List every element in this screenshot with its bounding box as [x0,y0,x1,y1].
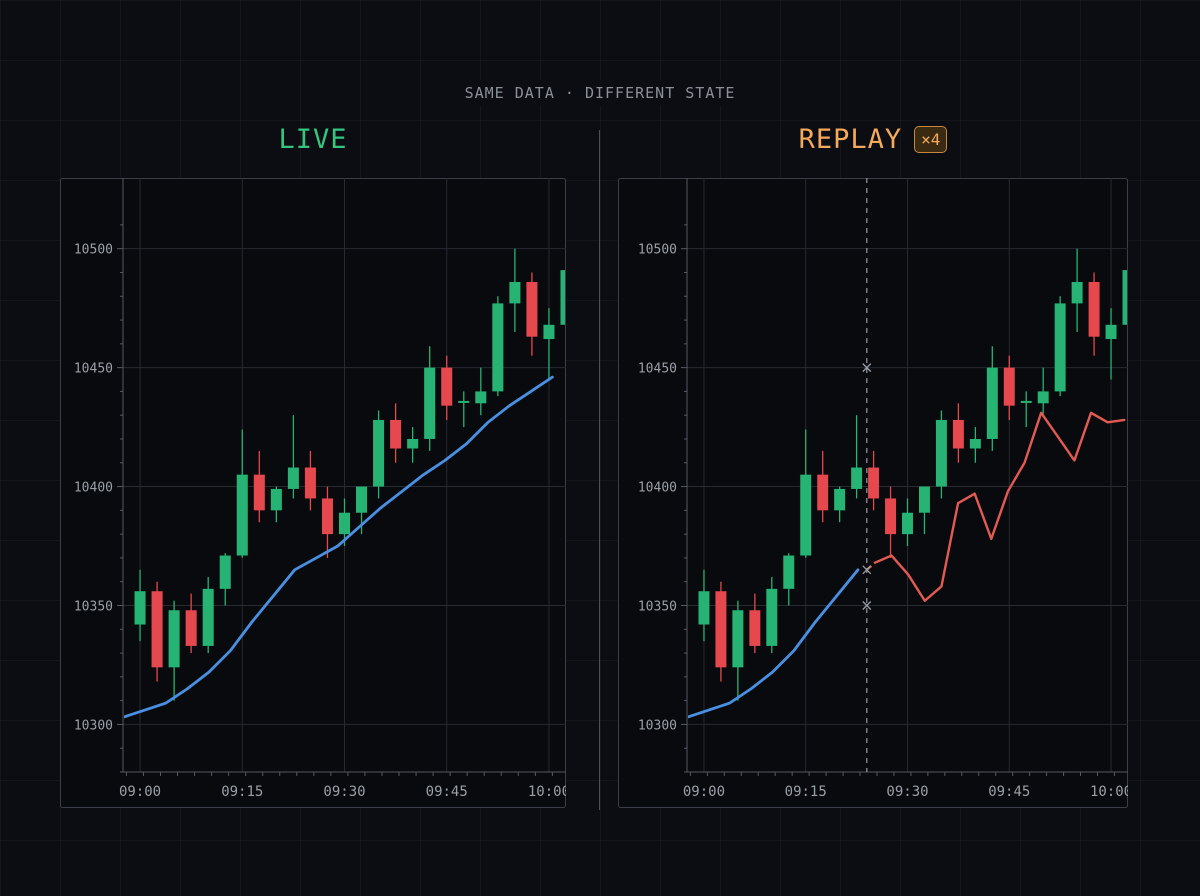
live-title-text: LIVE [278,124,348,155]
candle-up [1105,324,1117,340]
candle-down [253,474,265,511]
candle-up [424,367,436,439]
candle-up [270,488,282,511]
candle-up [902,512,913,535]
candle-up [783,555,795,589]
candle-up [202,588,214,646]
candle-down [390,419,402,449]
candle-down [952,419,964,449]
live-chart[interactable]: 10300 10350 10400 10450 10500 09:00 09:15 09:30… [60,178,566,808]
x-tick-label: 09:00 [119,784,161,800]
candle-down [526,281,538,337]
candle-up [986,367,998,439]
candle-up [918,486,930,513]
candle-up [732,610,744,668]
x-tick-label: 09:45 [426,784,468,800]
y-tick-label: 10500 [638,243,677,258]
x-tick-label: 09:15 [785,784,827,800]
candle-up [935,419,947,487]
candle-up [1054,303,1066,392]
y-tick-label: 10450 [74,362,113,377]
x-tick-label: 09:00 [683,784,725,800]
candle-down [304,467,316,499]
y-tick-label: 10300 [74,718,113,733]
plot-area [688,248,1127,719]
candle-up [168,610,180,668]
replay-price-line [873,411,1126,602]
subtitle: SAME DATA · DIFFERENT STATE [0,80,1200,106]
candle-up [1071,281,1083,304]
candle-up [407,438,419,449]
candle-down [885,498,897,535]
cursor-marker-icon [862,363,872,373]
moving-average-line [688,568,860,719]
x-tick-label: 10:00 [1090,784,1128,800]
y-tick-label: 10350 [638,599,677,614]
cursor-marker-icon [862,601,872,610]
x-tick-label: 09:45 [988,784,1030,800]
candle-up [475,391,487,404]
moving-average-line [124,375,554,719]
candle-up [560,270,565,325]
candle-up [969,438,981,449]
candle-up [356,486,368,513]
candle-down [1088,281,1100,337]
panel-divider [599,130,600,810]
candle-down [868,467,880,499]
y-tick-label: 10450 [638,362,677,377]
x-tick-label: 10:00 [528,784,566,800]
candle-down [185,610,197,646]
candle-up [800,474,812,556]
cursor-marker-icon [862,565,872,575]
replay-speed-badge[interactable]: ×4 [914,126,948,153]
y-tick-label: 10350 [74,599,113,614]
candle-up [134,591,146,625]
candle-up [219,555,231,589]
candle-down [749,610,761,646]
candle-up [458,400,470,403]
x-tick-label: 09:15 [221,784,263,800]
candle-up [287,467,299,489]
replay-title: REPLAY ×4 [618,124,1128,155]
candle-up [509,281,521,304]
replay-chart[interactable]: 10300 10350 10400 10450 10500 09:00 09:15 09:30… [618,178,1128,808]
plot-area [124,248,565,719]
candle-down [151,591,163,668]
live-title: LIVE [60,124,566,155]
y-tick-label: 10500 [74,243,113,258]
candle-up [373,419,385,487]
subtitle-text: SAME DATA · DIFFERENT STATE [454,80,746,106]
candle-up [1020,400,1032,403]
candle-up [834,488,846,511]
candle-down [321,498,333,535]
y-tick-label: 10400 [638,481,677,496]
candle-down [817,474,829,511]
candle-up [492,303,504,392]
candle-down [1003,367,1015,406]
x-tick-label: 09:30 [886,784,928,800]
candle-up [236,474,248,556]
y-tick-label: 10400 [74,481,113,496]
candle-up [698,591,710,625]
candle-up [766,588,778,646]
replay-title-text: REPLAY [798,124,903,155]
candle-down [441,367,453,406]
candle-up [1037,391,1049,404]
y-tick-label: 10300 [638,718,677,733]
x-tick-label: 09:30 [323,784,365,800]
candle-up [1122,270,1127,325]
candle-up [543,324,555,340]
candle-up [338,512,351,535]
candle-down [715,591,727,668]
candle-up [851,467,863,489]
